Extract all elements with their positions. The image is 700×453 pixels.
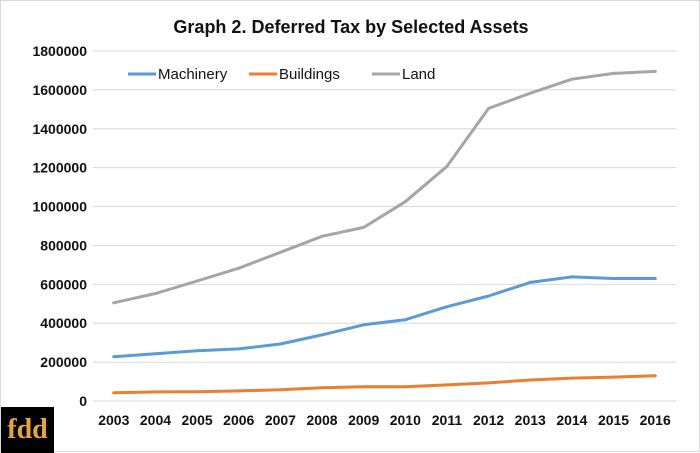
- data-point: [528, 378, 532, 382]
- data-point: [320, 234, 324, 238]
- fdd-logo: fdd: [1, 407, 54, 453]
- x-tick-label: 2014: [556, 412, 587, 428]
- legend-label: Buildings: [279, 66, 340, 83]
- series-land: [112, 69, 657, 305]
- data-point: [112, 301, 116, 305]
- x-tick-label: 2016: [640, 412, 671, 428]
- data-point: [445, 383, 449, 387]
- x-tick-label: 2009: [348, 412, 379, 428]
- data-point: [278, 342, 282, 346]
- data-point: [195, 390, 199, 394]
- data-point: [612, 375, 616, 379]
- gridlines: [93, 50, 676, 402]
- y-tick-label: 1800000: [32, 43, 87, 59]
- data-point: [487, 381, 491, 385]
- data-point: [570, 77, 574, 81]
- data-point: [153, 352, 157, 356]
- x-tick-label: 2005: [182, 412, 213, 428]
- y-tick-label: 1400000: [32, 121, 87, 137]
- y-tick-label: 200000: [40, 354, 87, 370]
- y-tick-label: 600000: [40, 276, 87, 292]
- x-tick-label: 2010: [390, 412, 421, 428]
- chart-title: Graph 2. Deferred Tax by Selected Assets: [173, 17, 528, 37]
- data-point: [445, 164, 449, 168]
- series-line: [112, 275, 657, 359]
- x-tick-label: 2003: [98, 412, 129, 428]
- series-machinery: [112, 275, 657, 359]
- y-tick-label: 1200000: [32, 160, 87, 176]
- series-line: [112, 374, 657, 395]
- data-point: [237, 389, 241, 393]
- x-tick-label: 2007: [265, 412, 296, 428]
- legend-label: Land: [402, 66, 435, 83]
- data-point: [612, 277, 616, 280]
- series-buildings: [112, 374, 657, 395]
- x-tick-label: 2006: [223, 412, 254, 428]
- data-point: [487, 294, 491, 298]
- legend-label: Machinery: [158, 66, 228, 83]
- logo-text: fdd: [7, 414, 48, 445]
- x-tick-label: 2013: [515, 412, 546, 428]
- x-axis-ticks: 2003 2004 2005 2006 2007 2008 2009 2010 2011 2012…: [98, 412, 671, 428]
- data-point: [362, 323, 366, 327]
- data-point: [320, 386, 324, 390]
- data-point: [653, 69, 657, 73]
- data-point: [403, 200, 407, 204]
- data-point: [237, 347, 241, 351]
- y-axis-ticks: 1800000 1600000 1400000 1200000 1000000 80000…: [32, 43, 87, 409]
- data-point: [487, 106, 491, 110]
- data-point: [362, 385, 366, 389]
- data-point: [112, 391, 116, 395]
- data-point: [195, 279, 199, 283]
- data-point: [237, 266, 241, 270]
- y-tick-label: 1600000: [32, 82, 87, 98]
- y-tick-label: 400000: [40, 315, 87, 331]
- data-point: [362, 225, 366, 229]
- data-point: [653, 277, 657, 280]
- x-tick-label: 2011: [432, 412, 463, 428]
- x-tick-label: 2004: [140, 412, 171, 428]
- data-point: [653, 374, 657, 378]
- data-point: [612, 71, 616, 75]
- data-point: [528, 280, 532, 284]
- y-tick-label: 800000: [40, 237, 87, 253]
- series-line: [112, 69, 657, 305]
- data-point: [112, 355, 116, 359]
- data-point: [278, 388, 282, 392]
- data-point: [153, 291, 157, 295]
- data-point: [195, 349, 199, 353]
- x-tick-label: 2012: [473, 412, 504, 428]
- y-tick-label: 0: [79, 393, 87, 409]
- data-point: [278, 250, 282, 254]
- data-point: [403, 318, 407, 322]
- y-tick-label: 1000000: [32, 199, 87, 215]
- data-point: [445, 305, 449, 309]
- data-point: [320, 333, 324, 337]
- legend: Machinery Buildings Land: [128, 66, 435, 83]
- data-point: [403, 385, 407, 389]
- series-lines: [112, 69, 657, 395]
- data-point: [528, 91, 532, 95]
- x-tick-label: 2008: [306, 412, 337, 428]
- data-point: [570, 275, 574, 279]
- data-point: [570, 376, 574, 380]
- data-point: [153, 390, 157, 394]
- x-tick-label: 2015: [598, 412, 629, 428]
